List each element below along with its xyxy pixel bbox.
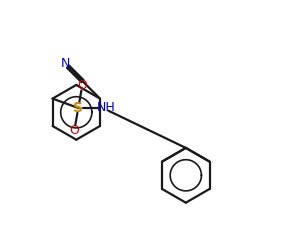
- Text: S: S: [73, 101, 83, 115]
- Text: N: N: [60, 57, 70, 70]
- Text: NH: NH: [96, 102, 115, 114]
- Text: O: O: [78, 79, 87, 91]
- Text: O: O: [69, 124, 79, 137]
